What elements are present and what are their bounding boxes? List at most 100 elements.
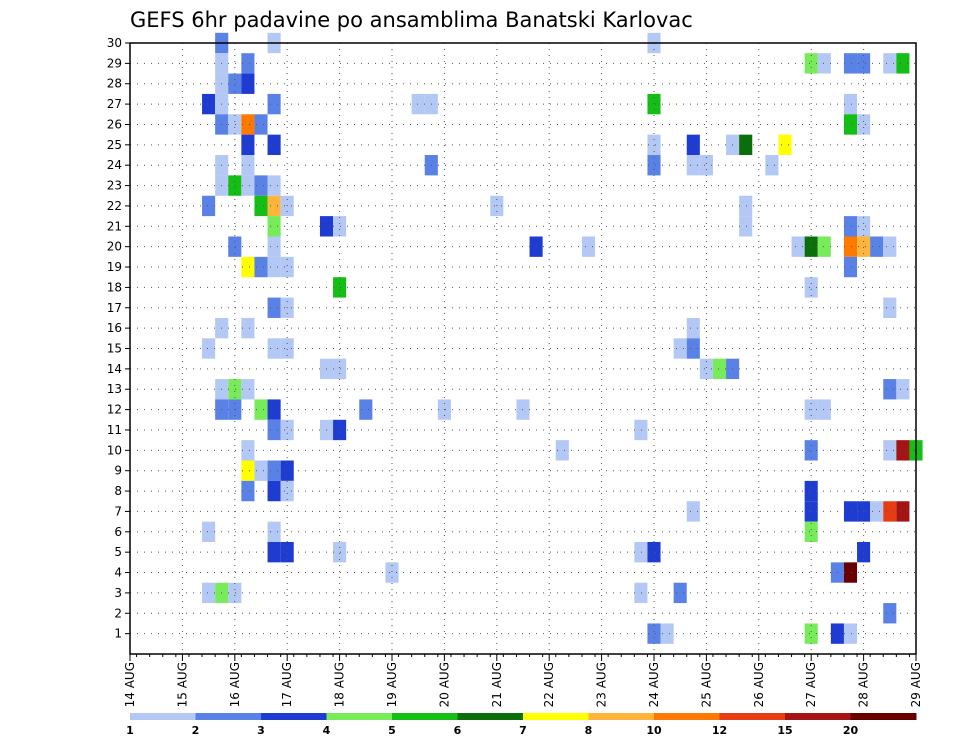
- heatmap-cell: [202, 93, 216, 115]
- colorbar-swatch: [326, 713, 393, 720]
- heatmap-cell: [883, 603, 897, 624]
- y-tick-label: 8: [114, 484, 122, 498]
- heatmap-cell: [843, 562, 858, 583]
- x-axis-ticks: 14 AUG 15 AUG 16 AUG 17 AUG 18 AUG 19 AUG 20 A…: [123, 654, 923, 707]
- heatmap-cell: [634, 541, 648, 563]
- heatmap-cell: [228, 73, 242, 94]
- heatmap-cell: [673, 582, 687, 604]
- heatmap-cell: [267, 480, 281, 502]
- heatmap-cell: [647, 155, 661, 176]
- heatmap-cell: [857, 541, 871, 563]
- chart-title: GEFS 6hr padavine po ansamblima Banatski…: [130, 8, 693, 32]
- colorbar-label: 8: [585, 724, 593, 737]
- y-tick-label: 5: [114, 545, 122, 559]
- x-tick-label: 26 AUG: [752, 662, 766, 707]
- y-tick-label: 18: [107, 280, 122, 294]
- heatmap-cell: [333, 419, 347, 441]
- heatmap-cell: [673, 338, 687, 359]
- heatmap-cell: [267, 93, 281, 115]
- heatmap-cell: [241, 175, 255, 196]
- heatmap-cell: [202, 582, 216, 604]
- heatmap-cell: [411, 93, 425, 115]
- heatmap-cell: [202, 195, 216, 217]
- heatmap-cell: [791, 236, 805, 257]
- x-tick-label: 16 AUG: [228, 662, 242, 707]
- heatmap-cell: [241, 155, 255, 176]
- y-tick-label: 14: [107, 362, 122, 376]
- heatmap-cell: [228, 582, 242, 604]
- heatmap-cell: [896, 501, 910, 522]
- heatmap-cell: [267, 236, 281, 257]
- heatmap-cell: [857, 114, 871, 135]
- heatmap-cell: [555, 440, 569, 461]
- y-tick-label: 15: [107, 342, 122, 356]
- heatmap-cell: [267, 460, 281, 481]
- colorbar-label: 6: [454, 724, 462, 737]
- heatmap-cell: [896, 53, 910, 74]
- y-tick-label: 2: [114, 606, 122, 620]
- heatmap-cell: [686, 134, 700, 156]
- heatmap-cell: [870, 236, 884, 257]
- heatmap-cell: [254, 114, 268, 135]
- heatmap-cell: [280, 460, 294, 481]
- heatmap-cell: [267, 297, 281, 318]
- heatmap-cell: [228, 175, 242, 196]
- heatmap-cell: [843, 114, 858, 135]
- y-tick-label: 30: [107, 36, 122, 50]
- y-tick-label: 25: [107, 138, 122, 152]
- heatmap-cell: [804, 521, 818, 542]
- x-tick-label: 24 AUG: [647, 662, 661, 707]
- x-tick-label: 15 AUG: [175, 662, 189, 707]
- y-tick-label: 9: [114, 464, 122, 478]
- x-tick-label: 25 AUG: [699, 662, 713, 707]
- colorbar-label: 3: [257, 724, 265, 737]
- heatmap-cell: [843, 93, 858, 115]
- y-tick-label: 13: [107, 382, 122, 396]
- colorbar-label: 2: [192, 724, 200, 737]
- heatmap-cell: [883, 440, 897, 461]
- heatmap-cell: [333, 541, 347, 563]
- heatmap-cell: [241, 440, 255, 461]
- colorbar-label: 10: [646, 724, 662, 737]
- heatmap-cell: [883, 501, 897, 522]
- heatmap-cell: [804, 480, 818, 502]
- heatmap-cell: [254, 195, 268, 217]
- colorbar-swatch: [130, 713, 196, 720]
- heatmap-cell: [739, 195, 753, 217]
- heatmap-cell: [241, 134, 255, 156]
- heatmap-cell: [241, 53, 255, 74]
- heatmap-cell: [843, 216, 858, 237]
- y-tick-label: 11: [107, 423, 122, 437]
- x-tick-label: 21 AUG: [490, 662, 504, 707]
- y-tick-label: 10: [107, 443, 122, 457]
- heatmap-cell: [267, 216, 281, 237]
- heatmap-cell: [241, 114, 255, 135]
- y-tick-label: 1: [114, 627, 122, 641]
- heatmap-cell: [870, 501, 884, 522]
- heatmap-cell: [228, 114, 242, 135]
- colorbar-swatch: [261, 713, 327, 720]
- colorbar-swatch: [785, 713, 851, 720]
- heatmap-cell: [843, 256, 858, 278]
- heatmap-cell: [647, 134, 661, 156]
- heatmap-cell: [804, 440, 818, 461]
- heatmap-cell: [280, 338, 294, 359]
- y-tick-label: 28: [107, 77, 122, 91]
- heatmap-cell: [202, 338, 216, 359]
- heatmap-cell: [333, 277, 347, 298]
- heatmap-cell: [241, 256, 255, 278]
- heatmap-cell: [883, 53, 897, 74]
- heatmap-cell: [804, 277, 818, 298]
- heatmap-cell: [686, 501, 700, 522]
- heatmap-cell: [647, 93, 661, 115]
- heatmap-cell: [333, 358, 347, 380]
- heatmap-cell: [254, 399, 268, 420]
- heatmap-cell: [647, 623, 661, 644]
- heatmap-cell: [241, 460, 255, 481]
- heatmap-cell: [241, 317, 255, 339]
- colorbar-label: 4: [323, 724, 331, 737]
- heatmap-cell: [712, 358, 727, 380]
- heatmap-cell: [228, 236, 242, 257]
- heatmap-cell: [280, 541, 294, 563]
